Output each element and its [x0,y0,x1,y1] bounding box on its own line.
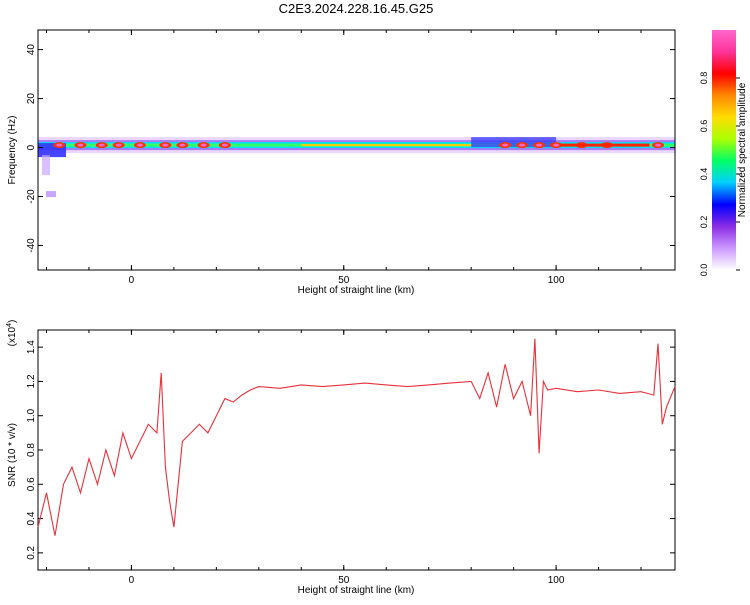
y-tick-label: 40 [26,44,37,56]
heatmap-hotspot-core [115,143,122,147]
colorbar-ticks: 0.0 0.2 0.4 0.6 0.8 [699,72,740,277]
y-tick-label: 1.4 [26,340,37,354]
x-tick-label: 100 [548,275,565,286]
y-tick-label: 0 [26,144,37,150]
colorbar-tick-label: 0.6 [699,120,709,133]
spectrogram-frame [37,29,676,271]
spectrogram-xlabel: Height of straight line (km) [298,285,415,296]
heatmap-tail [42,155,50,176]
snr-frame [37,329,676,571]
colorbar-tick-label: 0.8 [699,72,709,85]
spectrogram-ylabel: Frequency (Hz) [7,116,18,185]
colorbar-tick-label: 0.4 [699,168,709,181]
heatmap-hotspot-core [221,143,228,147]
heatmap-hotspot-core [200,143,207,147]
heatmap-hotspot-core [536,143,543,147]
colorbar-label: Normalized spectral amplitude [737,82,748,217]
heatmap-hotspot-core [98,143,105,147]
snr-ylabel: SNR (10 * v/v) [7,423,18,487]
heatmap-hotspot-core [553,143,560,147]
spectrogram-heatmap [38,137,675,198]
heatmap-blob [46,191,56,198]
y-tick-label: 0.6 [26,477,37,491]
heatmap-hotspot-core [655,143,662,147]
heatmap-hotspot-core [519,143,526,147]
y-tick-label: 0.2 [26,545,37,559]
x-tick-label: 50 [338,275,350,286]
heatmap-broad-region [471,137,557,148]
y-tick-label: 0.8 [26,443,37,457]
y-tick-label: 0.4 [26,511,37,525]
snr-series-line [37,338,676,536]
snr-multiplier: (x104) [6,320,18,347]
y-tick-label: 20 [26,93,37,105]
y-tick-label: 1.2 [26,374,37,388]
x-tick-label: 100 [548,575,565,586]
y-tick-label: -20 [26,189,37,204]
heatmap-hotspot-core [136,143,143,147]
heatmap-strip [301,144,472,147]
colorbar-tick-label: 0.2 [699,216,709,229]
figure-title: C2E3.2024.228.16.45.G25 [279,1,434,16]
colorbar: 0.0 0.2 0.4 0.6 0.8 Normalized spectral ampl… [699,30,748,276]
y-tick-label: -40 [26,238,37,253]
x-tick-label: 0 [129,575,135,586]
heatmap-hotspot-core [77,143,84,147]
y-tick-label: 1.0 [26,408,37,422]
heatmap-strip-right [560,143,650,147]
colorbar-tick-label: 0.0 [699,264,709,277]
x-tick-label: 50 [338,575,350,586]
snr-ticks: 0 50 100 0.2 0.4 0.6 0.8 1.0 1.2 1.4 [26,330,675,586]
snr-panel: 0 50 100 0.2 0.4 0.6 0.8 1.0 1.2 1.4 Height of st… [6,320,676,596]
x-tick-label: 0 [129,275,135,286]
heatmap-hotspot-core [162,143,169,147]
heatmap-hotspot-core [56,143,63,147]
spectrogram-ticks: 0 50 100 -40 -20 0 20 40 [26,30,675,286]
snr-xlabel: Height of straight line (km) [298,585,415,596]
spectrogram-panel: 0 50 100 -40 -20 0 20 40 Height of straight lin… [7,29,676,296]
heatmap-hotspot-core [179,143,186,147]
heatmap-hotspot-core [502,143,509,147]
colorbar-gradient [712,30,736,270]
